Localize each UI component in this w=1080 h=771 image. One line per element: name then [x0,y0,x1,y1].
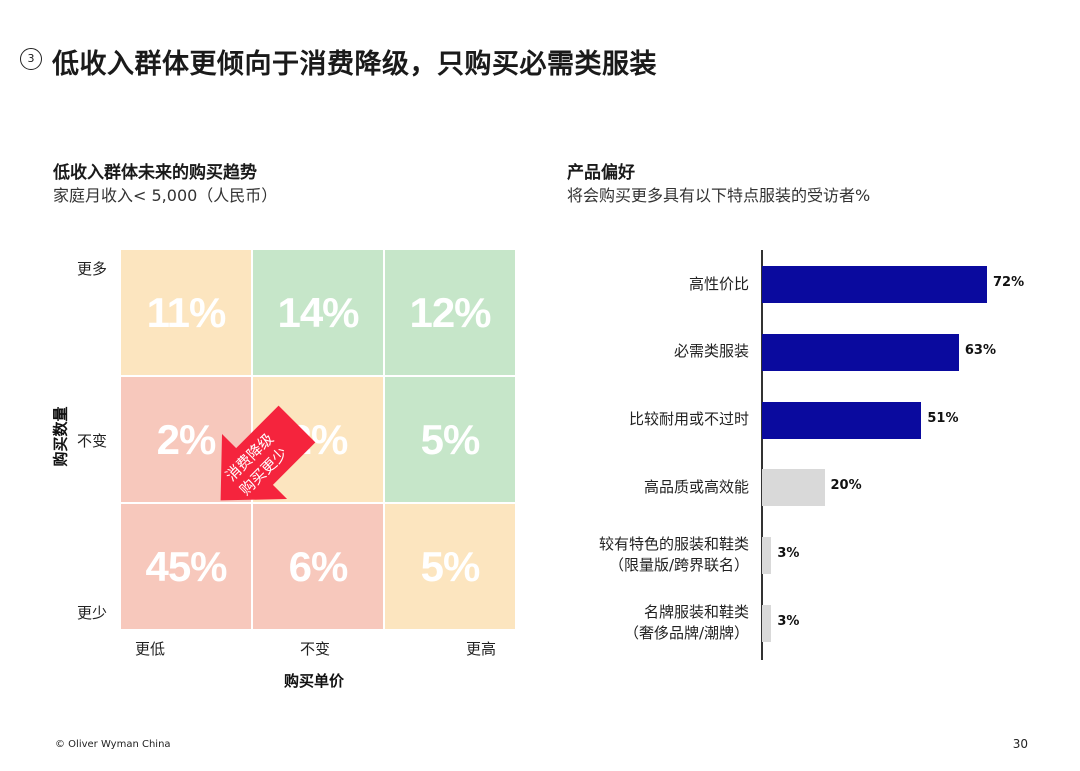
matrix-cell-value: 12% [409,288,491,336]
bar [762,333,959,371]
matrix-cell: 5% [385,504,515,629]
bar-category-label: 必需类服装 [499,341,749,362]
bar-data-label: 72% [993,275,1025,290]
matrix-cell-value: 45% [145,542,227,590]
matrix-cell: 11% [121,250,251,375]
matrix-cell: 6% [253,504,383,629]
bar [762,469,825,507]
bar [762,605,772,642]
matrix-title: 低收入群体未来的购买趋势 [53,163,257,183]
bar [762,537,772,575]
bar-category-label-line: 必需类服装 [673,342,749,361]
bar-data-label: 51% [927,410,959,426]
bar-category-label-line: 高品质或高效能 [643,477,749,496]
bar-data-label: 3% [777,614,800,629]
bar-data-label: 63% [964,342,996,358]
bar-category-label-line: （限量版/跨界联名） [608,556,749,575]
matrix-cell: 14% [253,250,383,375]
bar-category-label: 高性价比 [499,274,749,295]
bar-category-label: 比较耐用或不过时 [499,409,749,430]
matrix-cell: 12% [385,250,515,375]
matrix-cell-value: 11% [146,288,227,336]
x-axis-tick-label: 更低 [135,640,166,658]
bar [762,266,987,303]
x-axis-title: 购买单价 [284,672,345,690]
bar-data-label: 20% [830,478,862,494]
matrix-subtitle: 家庭月收入< 5,000（人民币） [53,186,278,205]
bar-chart-subtitle: 将会购买更多具有以下特点服装的受访者% [567,186,871,205]
purchase-trend-matrix: 11% 14% 12% 2% 2% 5% 45% 6% 5% 消费降级 购买更少 [121,250,515,629]
bar [762,401,922,439]
page-title: 低收入群体更倾向于消费降级，只购买必需类服装 [52,49,657,80]
matrix-cell-value: 5% [420,415,481,463]
arrow-shape [220,405,316,501]
bar-data-label: 3% [777,546,800,562]
copyright-text: © Oliver Wyman China [55,739,171,750]
bar-category-label-line: 较有特色的服装和鞋类 [598,535,749,554]
bar-category-label-line: 名牌服装和鞋类 [643,603,749,621]
matrix-cell: 45% [121,504,251,629]
matrix-cell: 2% [121,377,251,502]
y-axis-tick-label: 更少 [77,604,108,622]
matrix-cell-value: 14% [277,288,359,336]
page-number: 30 [1012,737,1028,751]
y-axis-tick-label: 不变 [77,432,108,450]
x-axis-tick-label: 不变 [300,640,331,658]
x-axis-tick-label: 更高 [466,640,497,658]
y-axis-title: 购买数量 [51,406,70,467]
y-axis-tick-label: 更多 [77,260,108,278]
matrix-cell-value: 6% [288,542,349,590]
bar-category-label: 较有特色的服装和鞋类 （限量版/跨界联名） [499,534,749,576]
bar-chart-title: 产品偏好 [567,163,635,183]
bar-category-label: 高品质或高效能 [499,477,749,498]
bar-category-label-line: 比较耐用或不过时 [628,410,749,429]
section-number-badge: 3 [20,48,42,70]
bar-category-label: 名牌服装和鞋类 （奢侈品牌/潮牌） [499,602,749,644]
matrix-cell-value: 2% [156,415,217,463]
product-preference-bar-chart: 72% 高性价比 63% 必需类服装 51% 比较耐用或不过时 20% 高品质或高效能 3% 较有… [500,245,1080,665]
matrix-cell: 5% [385,377,515,502]
matrix-cell-value: 5% [420,542,481,590]
bar-category-label-line: （奢侈品牌/潮牌） [623,624,749,642]
bar-chart-axis-line [761,250,763,660]
bar-category-label-line: 高性价比 [688,274,749,293]
